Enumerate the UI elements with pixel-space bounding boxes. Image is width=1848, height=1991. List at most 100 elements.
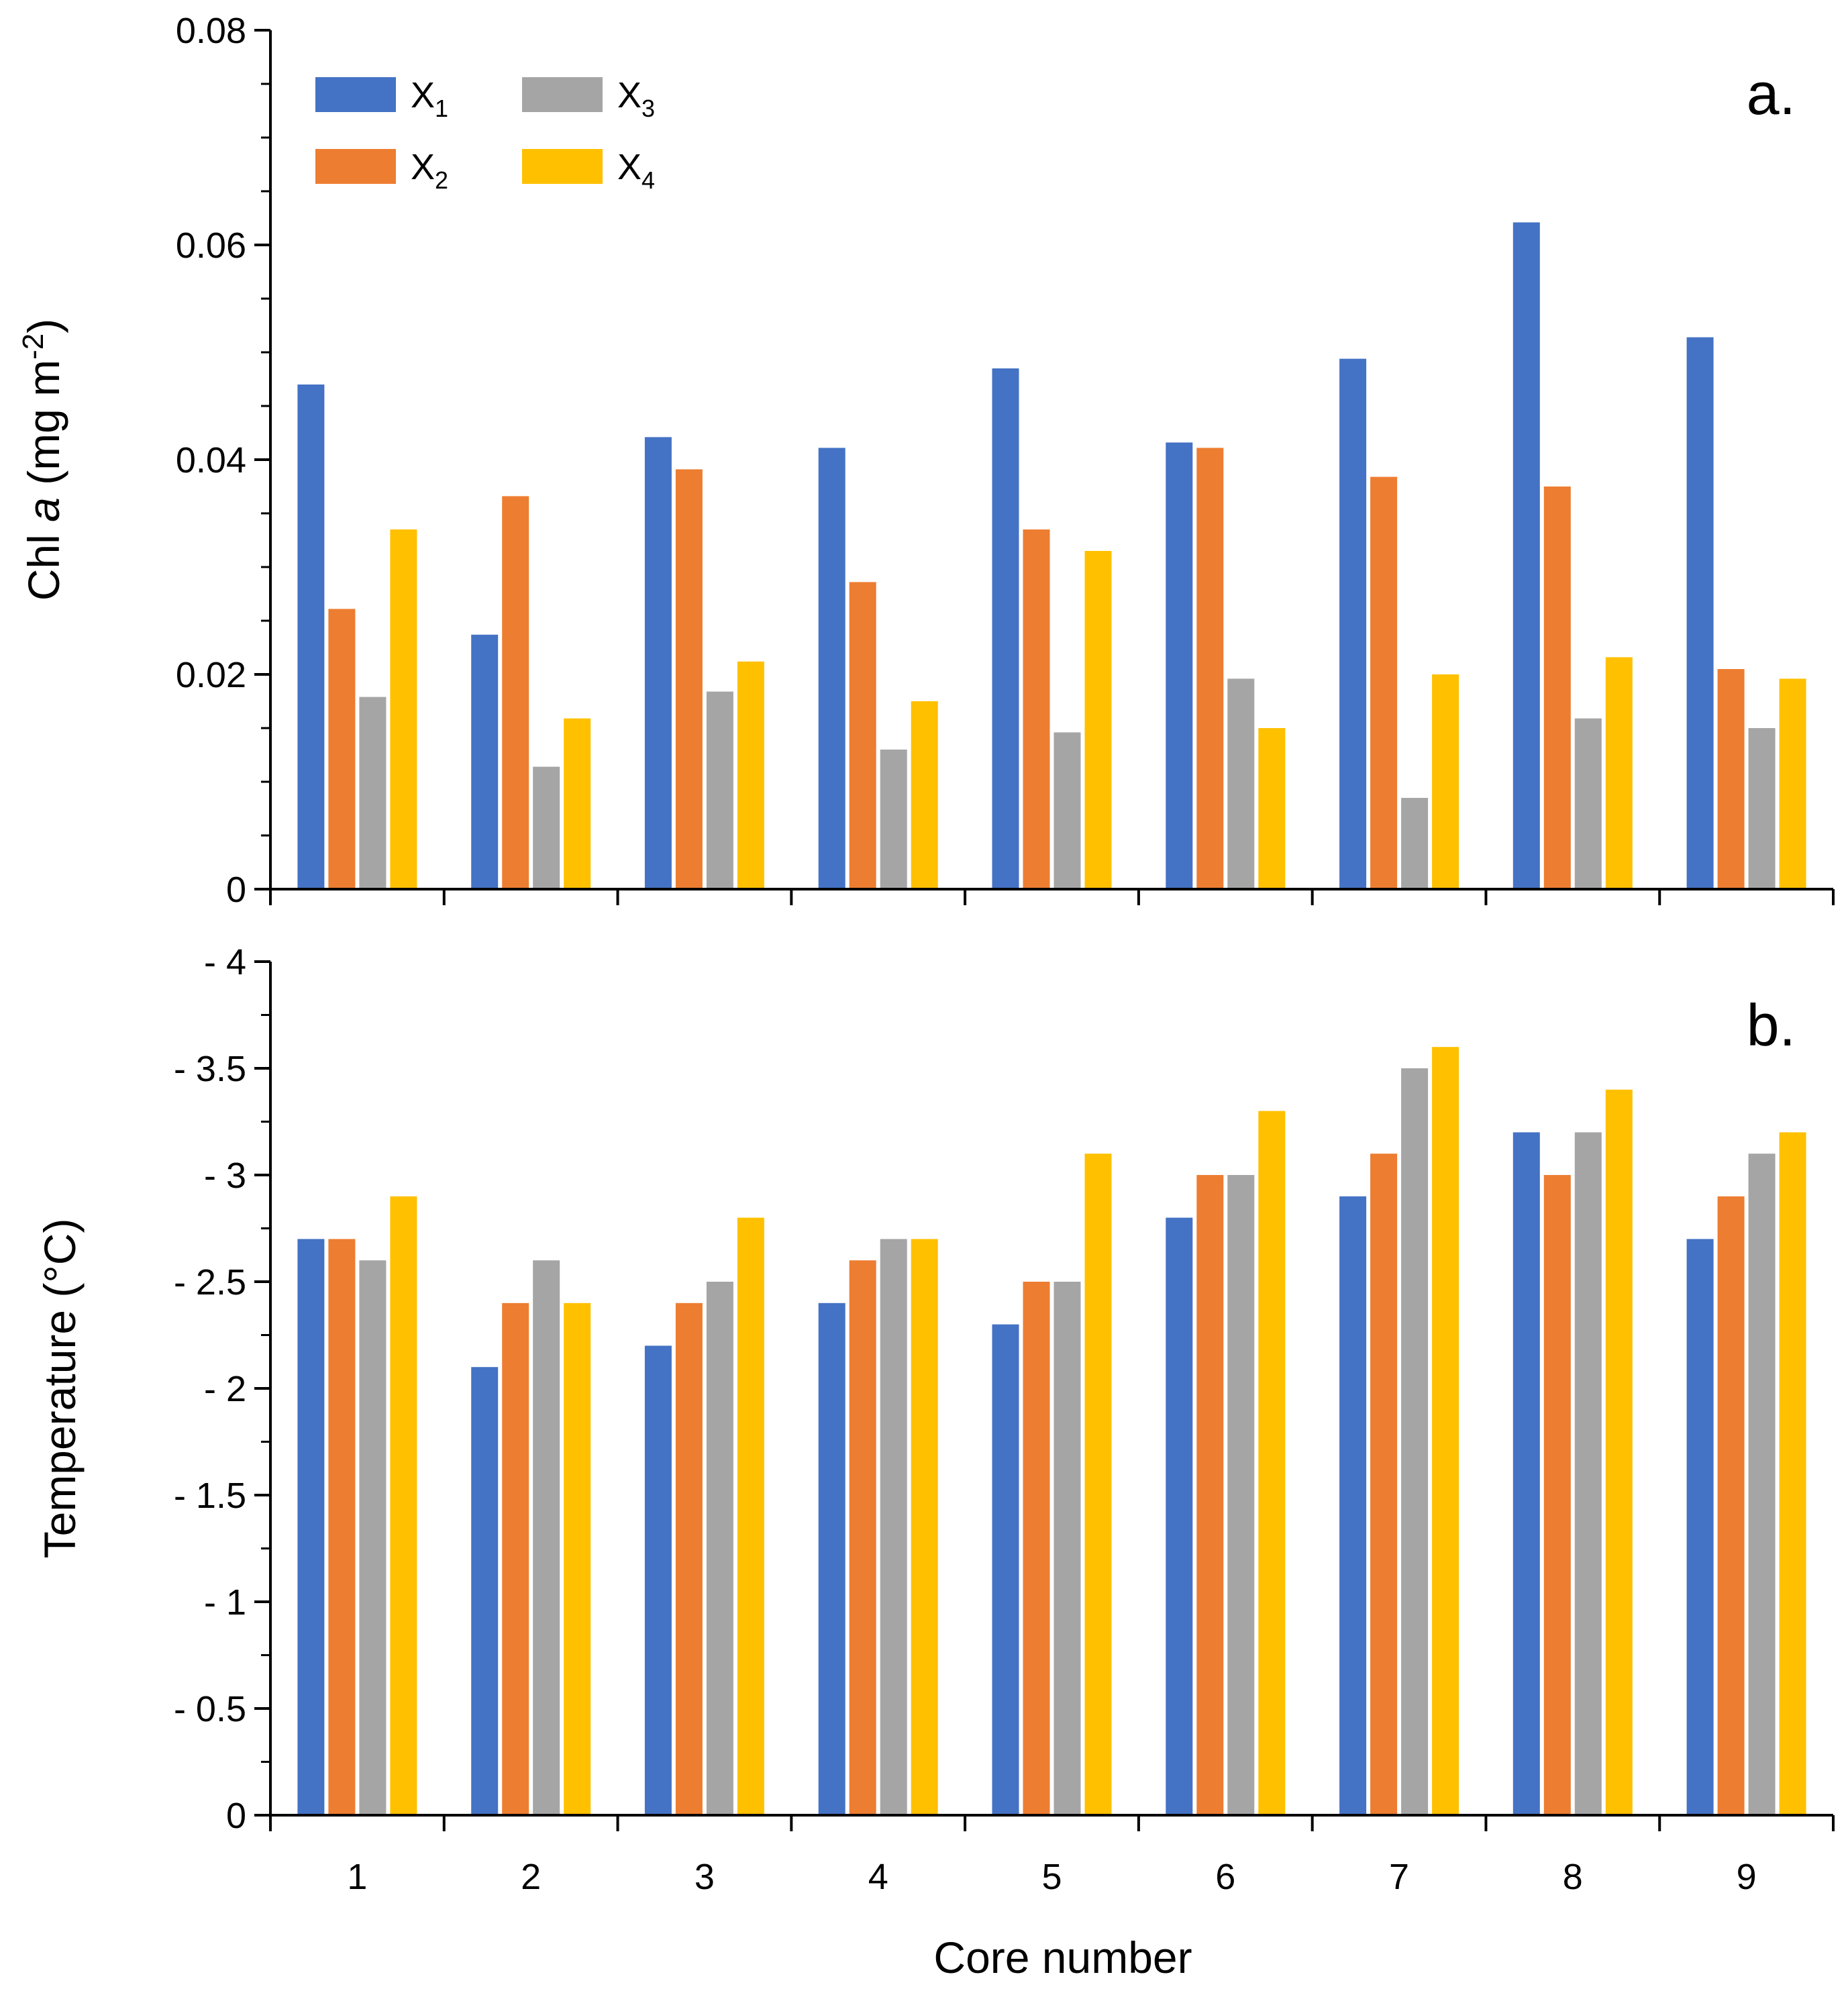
y-title-suffix: ) [19, 319, 68, 334]
legend-swatch-x3 [522, 77, 603, 112]
x-tick-label: 1 [347, 1857, 367, 1897]
bar-x3-core-9 [1748, 728, 1776, 889]
x-tick-label: 4 [868, 1857, 888, 1897]
bar-x4-core-8 [1605, 1089, 1633, 1815]
bar-x3-core-7 [1401, 798, 1429, 889]
bar-x4-core-3 [737, 1217, 764, 1815]
bar-x1-core-7 [1339, 358, 1367, 889]
bar-x2-core-6 [1196, 448, 1224, 889]
y-tick-label: - 2.5 [174, 1262, 246, 1303]
legend-base: X [617, 75, 641, 115]
bar-x2-core-3 [675, 469, 703, 889]
y-tick-label: 0.08 [176, 11, 246, 51]
y-tick-label: - 4 [204, 942, 246, 982]
legend-label-x4: X4 [617, 147, 655, 194]
y-tick-label: - 3 [204, 1156, 246, 1196]
bar-x1-core-3 [644, 1345, 672, 1815]
y-tick-label: 0.04 [176, 440, 246, 480]
bar-x3-core-5 [1054, 732, 1081, 889]
x-tick-label: 9 [1737, 1857, 1757, 1897]
bar-x3-core-7 [1401, 1068, 1429, 1815]
bar-x2-core-8 [1543, 1175, 1571, 1815]
bar-x4-core-6 [1258, 728, 1286, 889]
bar-x1-core-2 [471, 634, 499, 889]
legend-subscript: 3 [641, 95, 655, 122]
bar-x1-core-1 [297, 1239, 325, 1815]
bar-x4-core-4 [911, 1239, 938, 1815]
bar-x4-core-6 [1258, 1111, 1286, 1815]
bar-x1-core-2 [471, 1367, 499, 1815]
legend-subscript: 1 [435, 95, 448, 122]
x-tick-label: 5 [1041, 1857, 1062, 1897]
bar-x3-core-2 [533, 1260, 560, 1815]
x-axis-title: Core number [933, 1933, 1192, 1982]
bar-x4-core-5 [1084, 551, 1112, 889]
bar-x2-core-4 [849, 582, 876, 889]
y-title-units: (mg m [19, 360, 68, 497]
bar-x3-core-2 [533, 766, 560, 889]
bar-x3-core-8 [1574, 1132, 1602, 1815]
bar-x3-core-1 [359, 1260, 387, 1815]
legend-subscript: 4 [641, 166, 655, 194]
legend-label-x1: X1 [411, 75, 448, 122]
bar-x3-core-5 [1054, 1282, 1081, 1815]
bar-x1-core-6 [1166, 1217, 1193, 1815]
y-tick-label: - 1.5 [174, 1476, 246, 1516]
legend-label-x3: X3 [617, 75, 655, 122]
y-tick-label: - 3.5 [174, 1049, 246, 1089]
bar-x3-core-1 [359, 697, 387, 889]
y-tick-label: 0.06 [176, 225, 246, 266]
y-title-prefix: Chl [19, 522, 68, 601]
x-tick-label: 3 [695, 1857, 715, 1897]
y-axis-title-temperature: Temperature (°C) [35, 1219, 85, 1559]
legend-base: X [411, 147, 435, 187]
bar-x3-core-8 [1574, 718, 1602, 889]
bar-x2-core-2 [502, 496, 529, 889]
panel-label: a. [1747, 60, 1796, 127]
bar-x1-core-5 [992, 368, 1019, 889]
y-axis-title-chl: Chl a (mg m-2) [17, 319, 68, 601]
bar-x1-core-4 [818, 1303, 845, 1815]
y-tick-label: 0 [226, 1796, 246, 1836]
legend-swatch-x4 [522, 149, 603, 184]
bar-x4-core-7 [1432, 1047, 1459, 1815]
bar-x2-core-4 [849, 1260, 876, 1815]
bar-x2-core-7 [1370, 1154, 1398, 1815]
bar-x2-core-1 [328, 1239, 356, 1815]
y-title-italic: a [19, 497, 68, 522]
bar-x3-core-9 [1748, 1154, 1776, 1815]
bar-x3-core-6 [1227, 678, 1255, 889]
bar-x4-core-1 [390, 529, 417, 889]
panel-a-chl-chart: 00.020.040.060.08a.Chl a (mg m-2)X1X2X3X… [17, 11, 1835, 910]
legend-swatch-x1 [315, 77, 396, 112]
bar-x1-core-5 [992, 1324, 1019, 1815]
y-tick-label: - 1 [204, 1582, 246, 1623]
bar-x2-core-9 [1717, 1196, 1745, 1815]
bar-x1-core-9 [1686, 1239, 1714, 1815]
bar-x2-core-8 [1543, 487, 1571, 889]
bar-x3-core-3 [706, 691, 733, 889]
bar-x2-core-6 [1196, 1175, 1224, 1815]
bar-x1-core-1 [297, 385, 325, 889]
bar-x4-core-9 [1779, 678, 1806, 889]
y-title-superscript: -2 [17, 334, 50, 360]
bar-x1-core-9 [1686, 337, 1714, 890]
bar-x1-core-7 [1339, 1196, 1367, 1815]
bar-x4-core-1 [390, 1196, 417, 1815]
bar-x4-core-9 [1779, 1132, 1806, 1815]
x-tick-label: 6 [1215, 1857, 1235, 1897]
bar-x1-core-6 [1166, 442, 1193, 889]
bar-x1-core-4 [818, 448, 845, 889]
bar-x4-core-7 [1432, 674, 1459, 889]
legend-base: X [617, 147, 641, 187]
y-tick-label: 0.02 [176, 655, 246, 695]
bar-x2-core-2 [502, 1303, 529, 1815]
bar-x3-core-4 [880, 1239, 907, 1815]
bar-x4-core-5 [1084, 1154, 1112, 1815]
bar-x2-core-5 [1023, 1282, 1050, 1815]
bar-x4-core-4 [911, 701, 938, 889]
bar-x2-core-1 [328, 609, 356, 889]
y-tick-label: - 2 [204, 1369, 246, 1409]
